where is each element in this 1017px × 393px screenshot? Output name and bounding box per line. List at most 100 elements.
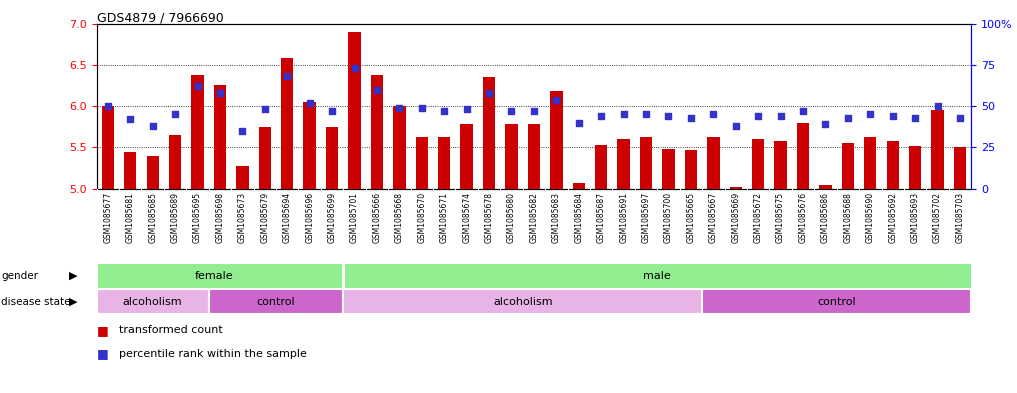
Bar <box>684 150 697 189</box>
Text: alcoholism: alcoholism <box>493 297 552 307</box>
Point <box>660 113 676 119</box>
Bar <box>258 127 271 189</box>
Bar <box>752 139 765 189</box>
Text: GSM1085699: GSM1085699 <box>327 192 337 244</box>
Bar <box>208 289 344 314</box>
Bar <box>236 166 248 189</box>
Text: GSM1085674: GSM1085674 <box>462 192 471 244</box>
Text: GSM1085686: GSM1085686 <box>821 192 830 243</box>
Point <box>122 116 138 123</box>
Text: GSM1085698: GSM1085698 <box>216 192 225 243</box>
Point <box>930 103 946 109</box>
Text: alcoholism: alcoholism <box>123 297 182 307</box>
Text: GSM1085682: GSM1085682 <box>530 192 538 243</box>
Bar <box>505 124 518 189</box>
Bar <box>640 138 652 189</box>
Point <box>795 108 812 114</box>
Text: GSM1085703: GSM1085703 <box>956 192 964 244</box>
Point <box>952 114 968 121</box>
Bar <box>416 138 428 189</box>
Text: ■: ■ <box>97 323 109 337</box>
Point <box>301 100 317 106</box>
Bar <box>617 139 630 189</box>
Text: GSM1085701: GSM1085701 <box>350 192 359 243</box>
Text: GSM1085694: GSM1085694 <box>283 192 292 244</box>
Bar <box>325 127 339 189</box>
Point <box>503 108 520 114</box>
Text: GSM1085673: GSM1085673 <box>238 192 247 244</box>
Text: transformed count: transformed count <box>119 325 223 335</box>
Point <box>481 90 497 96</box>
Point <box>279 73 295 79</box>
Text: control: control <box>256 297 295 307</box>
Point <box>234 128 250 134</box>
Point <box>347 65 363 71</box>
Bar <box>820 184 832 189</box>
Bar <box>595 145 607 189</box>
Point <box>885 113 901 119</box>
Bar <box>702 289 971 314</box>
Text: GSM1085700: GSM1085700 <box>664 192 673 244</box>
Text: GSM1085692: GSM1085692 <box>888 192 897 243</box>
Text: GSM1085684: GSM1085684 <box>575 192 584 243</box>
Point <box>862 111 879 118</box>
Point <box>189 83 205 90</box>
Bar <box>214 86 226 189</box>
Text: female: female <box>195 271 234 281</box>
Text: GSM1085702: GSM1085702 <box>933 192 942 243</box>
Bar <box>349 32 361 189</box>
Point <box>571 119 587 126</box>
Bar <box>344 263 982 289</box>
Bar <box>707 138 719 189</box>
Bar <box>394 106 406 189</box>
Bar <box>528 124 540 189</box>
Bar <box>191 75 203 189</box>
Text: GSM1085675: GSM1085675 <box>776 192 785 244</box>
Text: GSM1085696: GSM1085696 <box>305 192 314 244</box>
Text: GSM1085668: GSM1085668 <box>395 192 404 243</box>
Bar <box>371 75 383 189</box>
Text: GSM1085671: GSM1085671 <box>439 192 448 243</box>
Text: GSM1085689: GSM1085689 <box>171 192 180 243</box>
Point <box>167 111 183 118</box>
Bar <box>102 106 114 189</box>
Point <box>593 113 609 119</box>
Bar <box>573 183 585 189</box>
Bar <box>146 156 159 189</box>
Point <box>459 106 475 112</box>
Text: GSM1085690: GSM1085690 <box>865 192 875 244</box>
Point <box>548 96 564 103</box>
Point <box>751 113 767 119</box>
Point <box>705 111 721 118</box>
Bar <box>842 143 854 189</box>
Point <box>144 123 161 129</box>
Text: control: control <box>818 297 856 307</box>
Point <box>840 114 856 121</box>
Text: GSM1085677: GSM1085677 <box>104 192 112 244</box>
Text: male: male <box>644 271 671 281</box>
Point <box>414 105 430 111</box>
Bar <box>864 138 877 189</box>
Bar <box>797 123 810 189</box>
Text: percentile rank within the sample: percentile rank within the sample <box>119 349 307 359</box>
Bar <box>550 91 562 189</box>
Text: GSM1085691: GSM1085691 <box>619 192 629 243</box>
Bar <box>954 147 966 189</box>
Text: GSM1085697: GSM1085697 <box>642 192 651 244</box>
Text: GDS4879 / 7966690: GDS4879 / 7966690 <box>97 12 224 25</box>
Text: gender: gender <box>1 271 38 281</box>
Bar <box>438 138 451 189</box>
Bar <box>303 102 316 189</box>
Text: GSM1085667: GSM1085667 <box>709 192 718 244</box>
Point <box>392 105 408 111</box>
Text: GSM1085695: GSM1085695 <box>193 192 202 244</box>
Text: GSM1085669: GSM1085669 <box>731 192 740 244</box>
Bar <box>281 58 294 189</box>
Bar <box>662 149 674 189</box>
Bar <box>97 289 208 314</box>
Point <box>324 108 341 114</box>
Text: GSM1085678: GSM1085678 <box>484 192 493 243</box>
Point <box>212 90 228 96</box>
Text: GSM1085687: GSM1085687 <box>597 192 606 243</box>
Point <box>638 111 654 118</box>
